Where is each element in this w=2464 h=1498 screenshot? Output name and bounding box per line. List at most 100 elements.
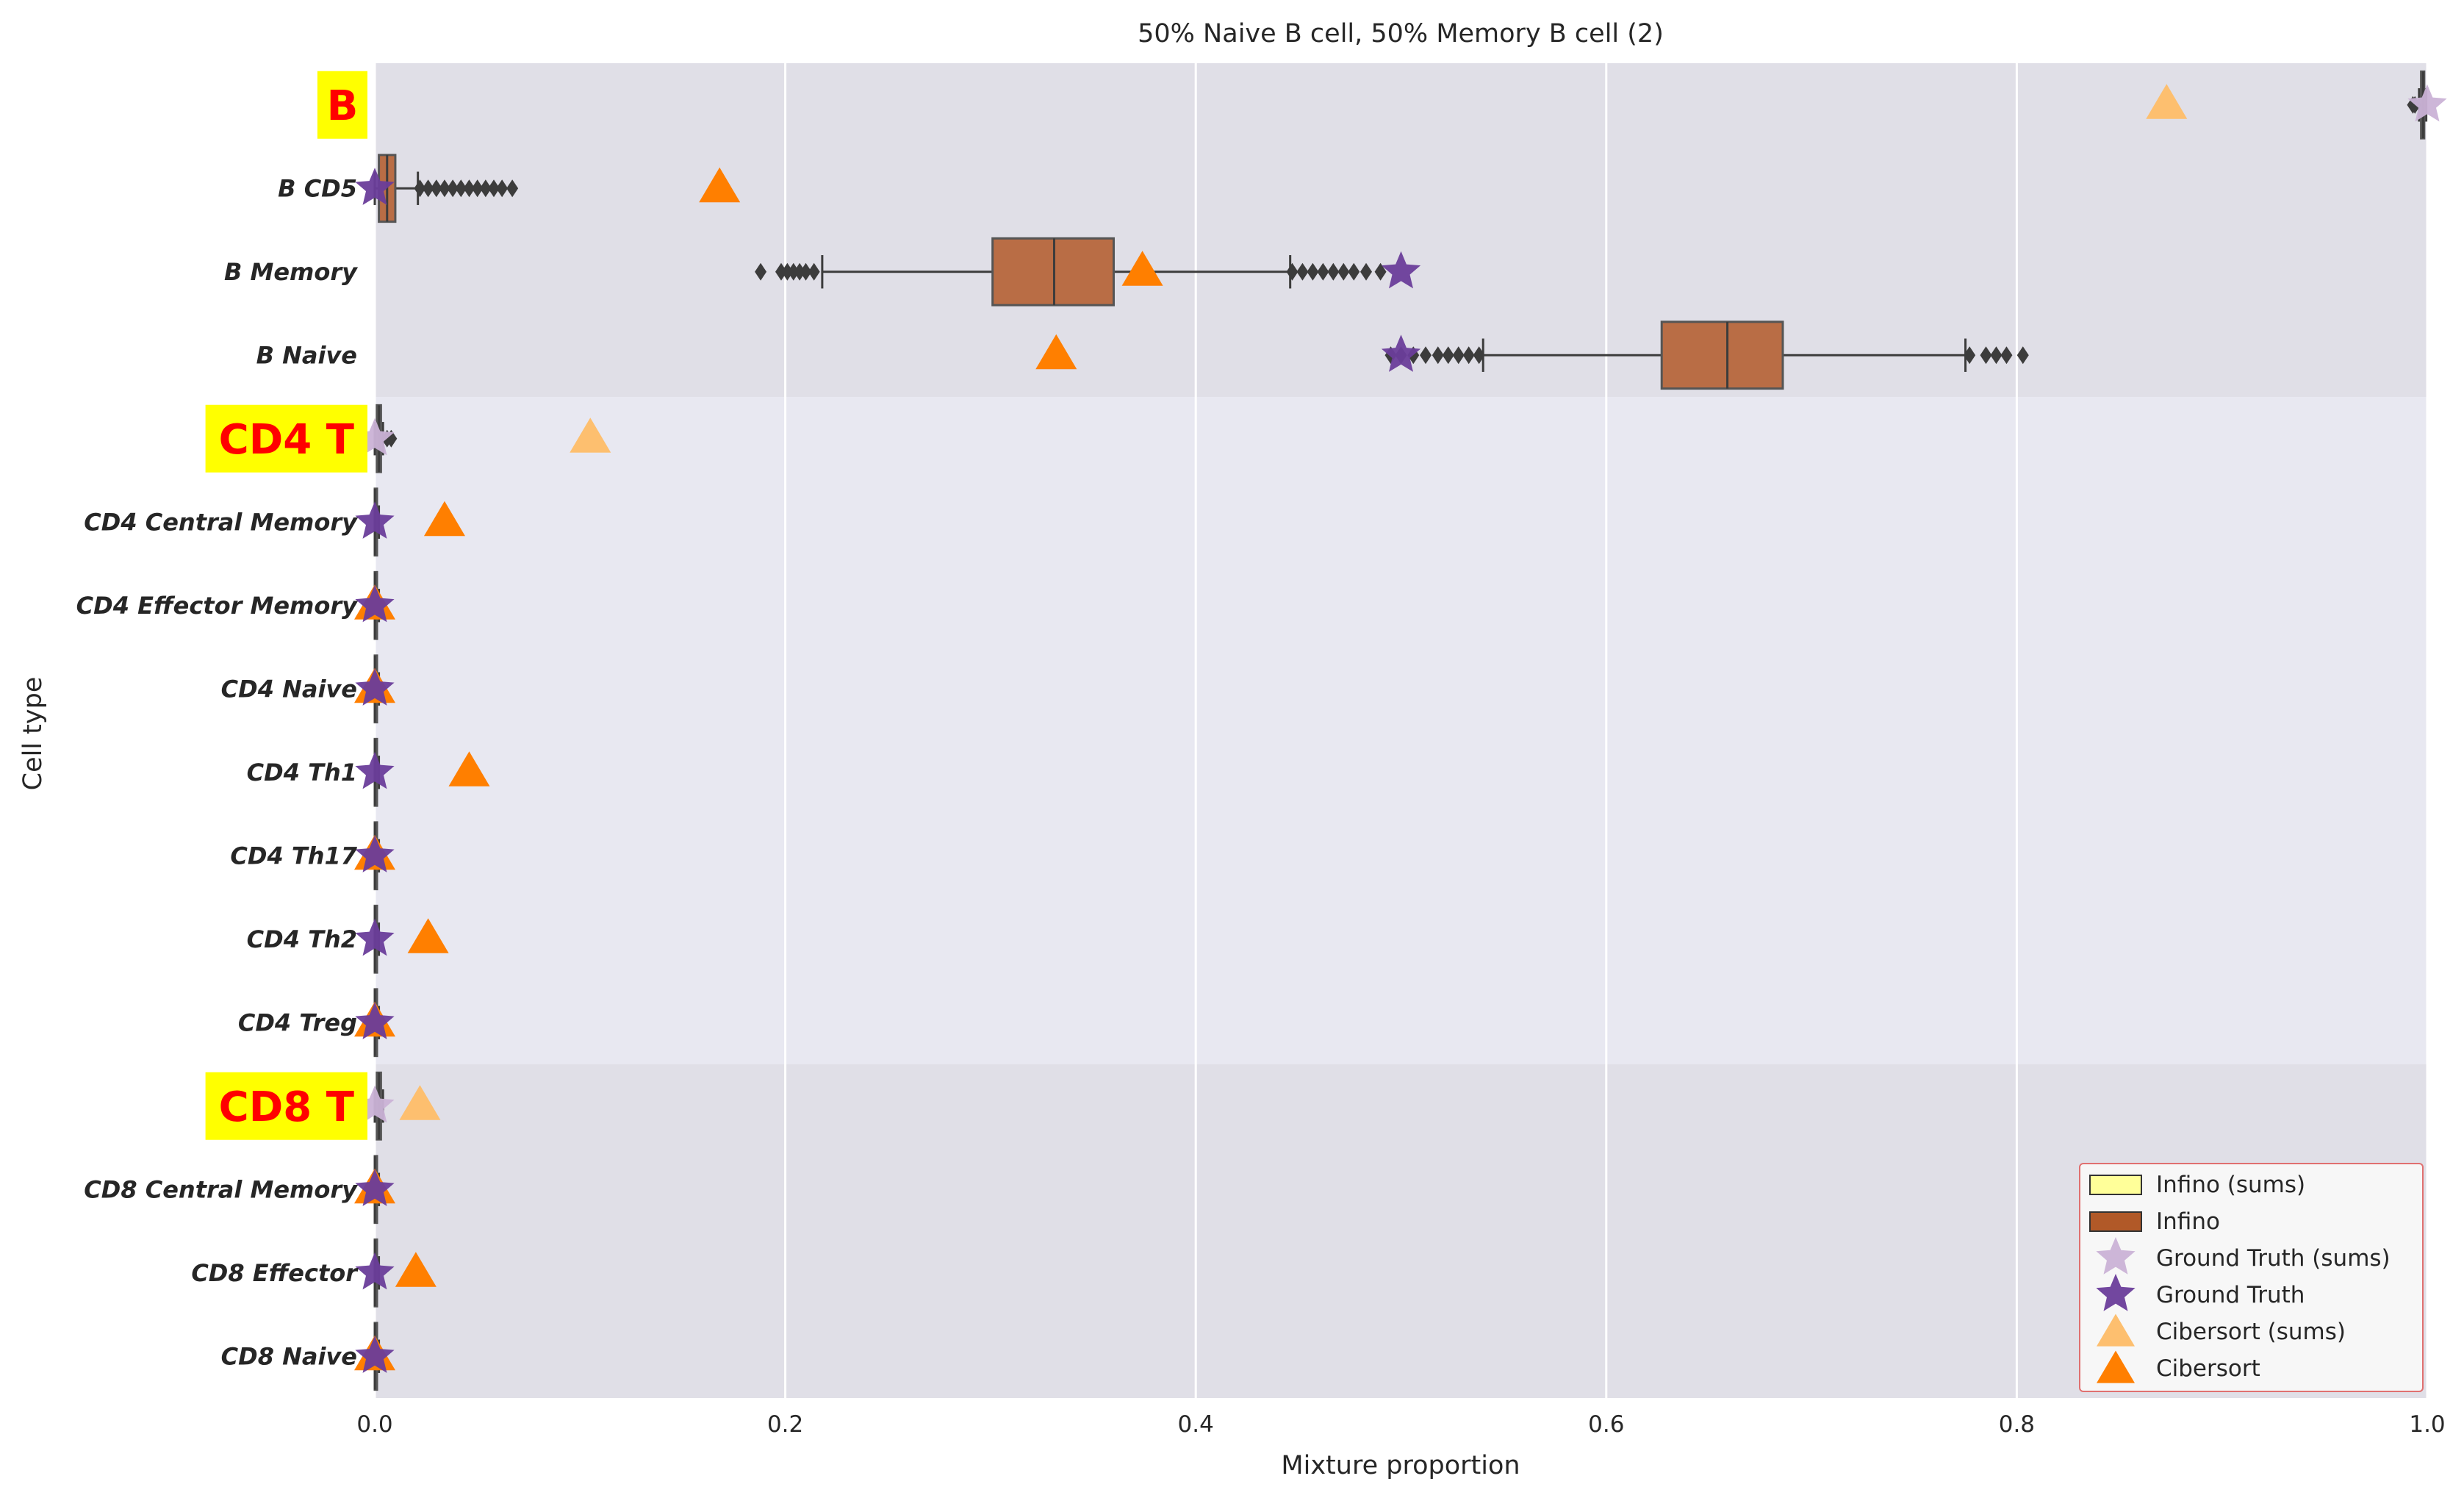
- legend-star-icon: [2096, 1237, 2136, 1275]
- outlier-point: [455, 179, 467, 198]
- cibersort-marker: [570, 417, 611, 453]
- outlier-point: [775, 262, 788, 281]
- x-tick-labels: 0.0 0.2 0.4 0.6 0.8 1.0: [356, 1411, 2445, 1438]
- outlier-point: [1317, 262, 1329, 281]
- outlier-point: [1337, 262, 1350, 281]
- outlier-point: [808, 262, 820, 281]
- ground-truth-marker: [355, 584, 395, 623]
- outlier-point: [430, 179, 442, 198]
- y-tick-label: CD4 Th2: [247, 925, 357, 953]
- legend-label: Ground Truth (sums): [2156, 1245, 2391, 1272]
- group-band: [375, 397, 2427, 1064]
- x-tick-label: 0.4: [1178, 1411, 1214, 1438]
- cibersort-marker: [699, 167, 741, 203]
- outlier-point: [438, 179, 450, 198]
- outlier-point: [1360, 262, 1373, 281]
- y-tick-label: CD4 Treg: [238, 1008, 357, 1036]
- group-label-box: [205, 1072, 367, 1140]
- x-tick-label: 1.0: [2409, 1411, 2445, 1438]
- y-tick-label: CD8 Central Memory: [84, 1175, 358, 1203]
- cibersort-marker: [395, 1252, 437, 1287]
- box-b-memory: [755, 237, 1387, 307]
- ground-truth-marker: [355, 501, 395, 539]
- legend-triangle-icon: [2097, 1350, 2135, 1383]
- legend-item: Cibersort (sums): [2097, 1314, 2346, 1347]
- outlier-point: [1442, 346, 1454, 365]
- outlier-point: [1990, 346, 2003, 365]
- outlier-point: [2000, 346, 2013, 365]
- y-tick-label: B Memory: [224, 258, 358, 286]
- cibersort-marker: [448, 751, 490, 786]
- group-label: B: [317, 71, 367, 139]
- cibersort-marker: [2146, 84, 2188, 119]
- outlier-point: [1307, 262, 1319, 281]
- ground-truth-marker: [1381, 334, 1421, 372]
- legend-item: Cibersort: [2097, 1350, 2260, 1383]
- legend-swatch: [2089, 1211, 2142, 1232]
- legend-item: Ground Truth (sums): [2096, 1237, 2391, 1275]
- legend-label: Cibersort: [2156, 1355, 2260, 1382]
- cibersort-marker: [1121, 251, 1163, 286]
- outlier-point: [1286, 262, 1299, 281]
- outlier-point: [781, 262, 794, 281]
- x-tick-label: 0.6: [1588, 1411, 1624, 1438]
- outlier-point: [447, 179, 459, 198]
- y-tick-label: B Naive: [256, 341, 357, 369]
- outlier-point: [506, 179, 519, 198]
- ground-truth-marker: [355, 1002, 395, 1039]
- outlier-point: [794, 262, 806, 281]
- group-label: CD8 T: [205, 1072, 367, 1140]
- legend-frame: [2079, 1163, 2424, 1392]
- ground-truth-marker: [355, 751, 395, 789]
- outlier-point: [1348, 262, 1360, 281]
- x-tick-label: 0.2: [767, 1411, 803, 1438]
- group-label-text: CD4 T: [219, 416, 354, 464]
- y-axis-label: Cell type: [18, 677, 48, 791]
- group-label-text: B: [327, 82, 359, 130]
- ground-truth-marker: [1381, 251, 1421, 289]
- x-tick-label: 0.0: [356, 1411, 392, 1438]
- cibersort-marker: [399, 1085, 441, 1120]
- outlier-point: [463, 179, 475, 198]
- chart-title: 50% Naive B cell, 50% Memory B cell (2): [1138, 19, 1664, 49]
- outlier-point: [422, 179, 434, 198]
- ground-truth-marker: [355, 1169, 395, 1206]
- legend-triangle-icon: [2097, 1314, 2135, 1347]
- outlier-point: [414, 179, 426, 198]
- legend-item: Infino: [2089, 1208, 2220, 1235]
- outlier-point: [787, 262, 800, 281]
- legend-item: Infino (sums): [2089, 1172, 2305, 1198]
- y-tick-label: CD4 Effector Memory: [76, 592, 358, 620]
- y-tick-labels: B B CD5 B Memory B Naive CD4 T CD4 Central Me…: [76, 71, 367, 1370]
- box-b-naive: [1384, 320, 2029, 390]
- outlier-point: [755, 262, 767, 281]
- legend-item: Ground Truth: [2096, 1274, 2305, 1311]
- outlier-point: [1432, 346, 1444, 365]
- ground-truth-marker: [2407, 84, 2447, 122]
- cibersort-marker: [423, 501, 465, 537]
- outlier-point: [1327, 262, 1340, 281]
- y-tick-label: B CD5: [278, 174, 357, 202]
- outlier-point: [1473, 346, 1485, 365]
- x-tick-label: 0.8: [1999, 1411, 2035, 1438]
- group-label: CD4 T: [205, 404, 367, 473]
- markers: [354, 84, 2447, 1373]
- outlier-point: [1964, 346, 1976, 365]
- outlier-point: [471, 179, 484, 198]
- outlier-point: [1296, 262, 1309, 281]
- legend-label: Cibersort (sums): [2156, 1319, 2346, 1345]
- outlier-point: [487, 179, 500, 198]
- ground-truth-marker: [355, 668, 395, 706]
- outlier-point: [800, 262, 812, 281]
- ground-truth-marker: [355, 1252, 395, 1290]
- group-label-box: [317, 71, 367, 139]
- outlier-point: [2016, 346, 2029, 365]
- y-tick-label: CD4 Th17: [230, 842, 357, 870]
- box-iqr: [1660, 320, 1784, 390]
- legend-swatch: [2089, 1175, 2142, 1195]
- legend-label: Ground Truth: [2156, 1282, 2305, 1308]
- ground-truth-marker: [355, 1336, 395, 1373]
- outlier-point: [479, 179, 492, 198]
- y-tick-label: CD4 Central Memory: [84, 508, 358, 536]
